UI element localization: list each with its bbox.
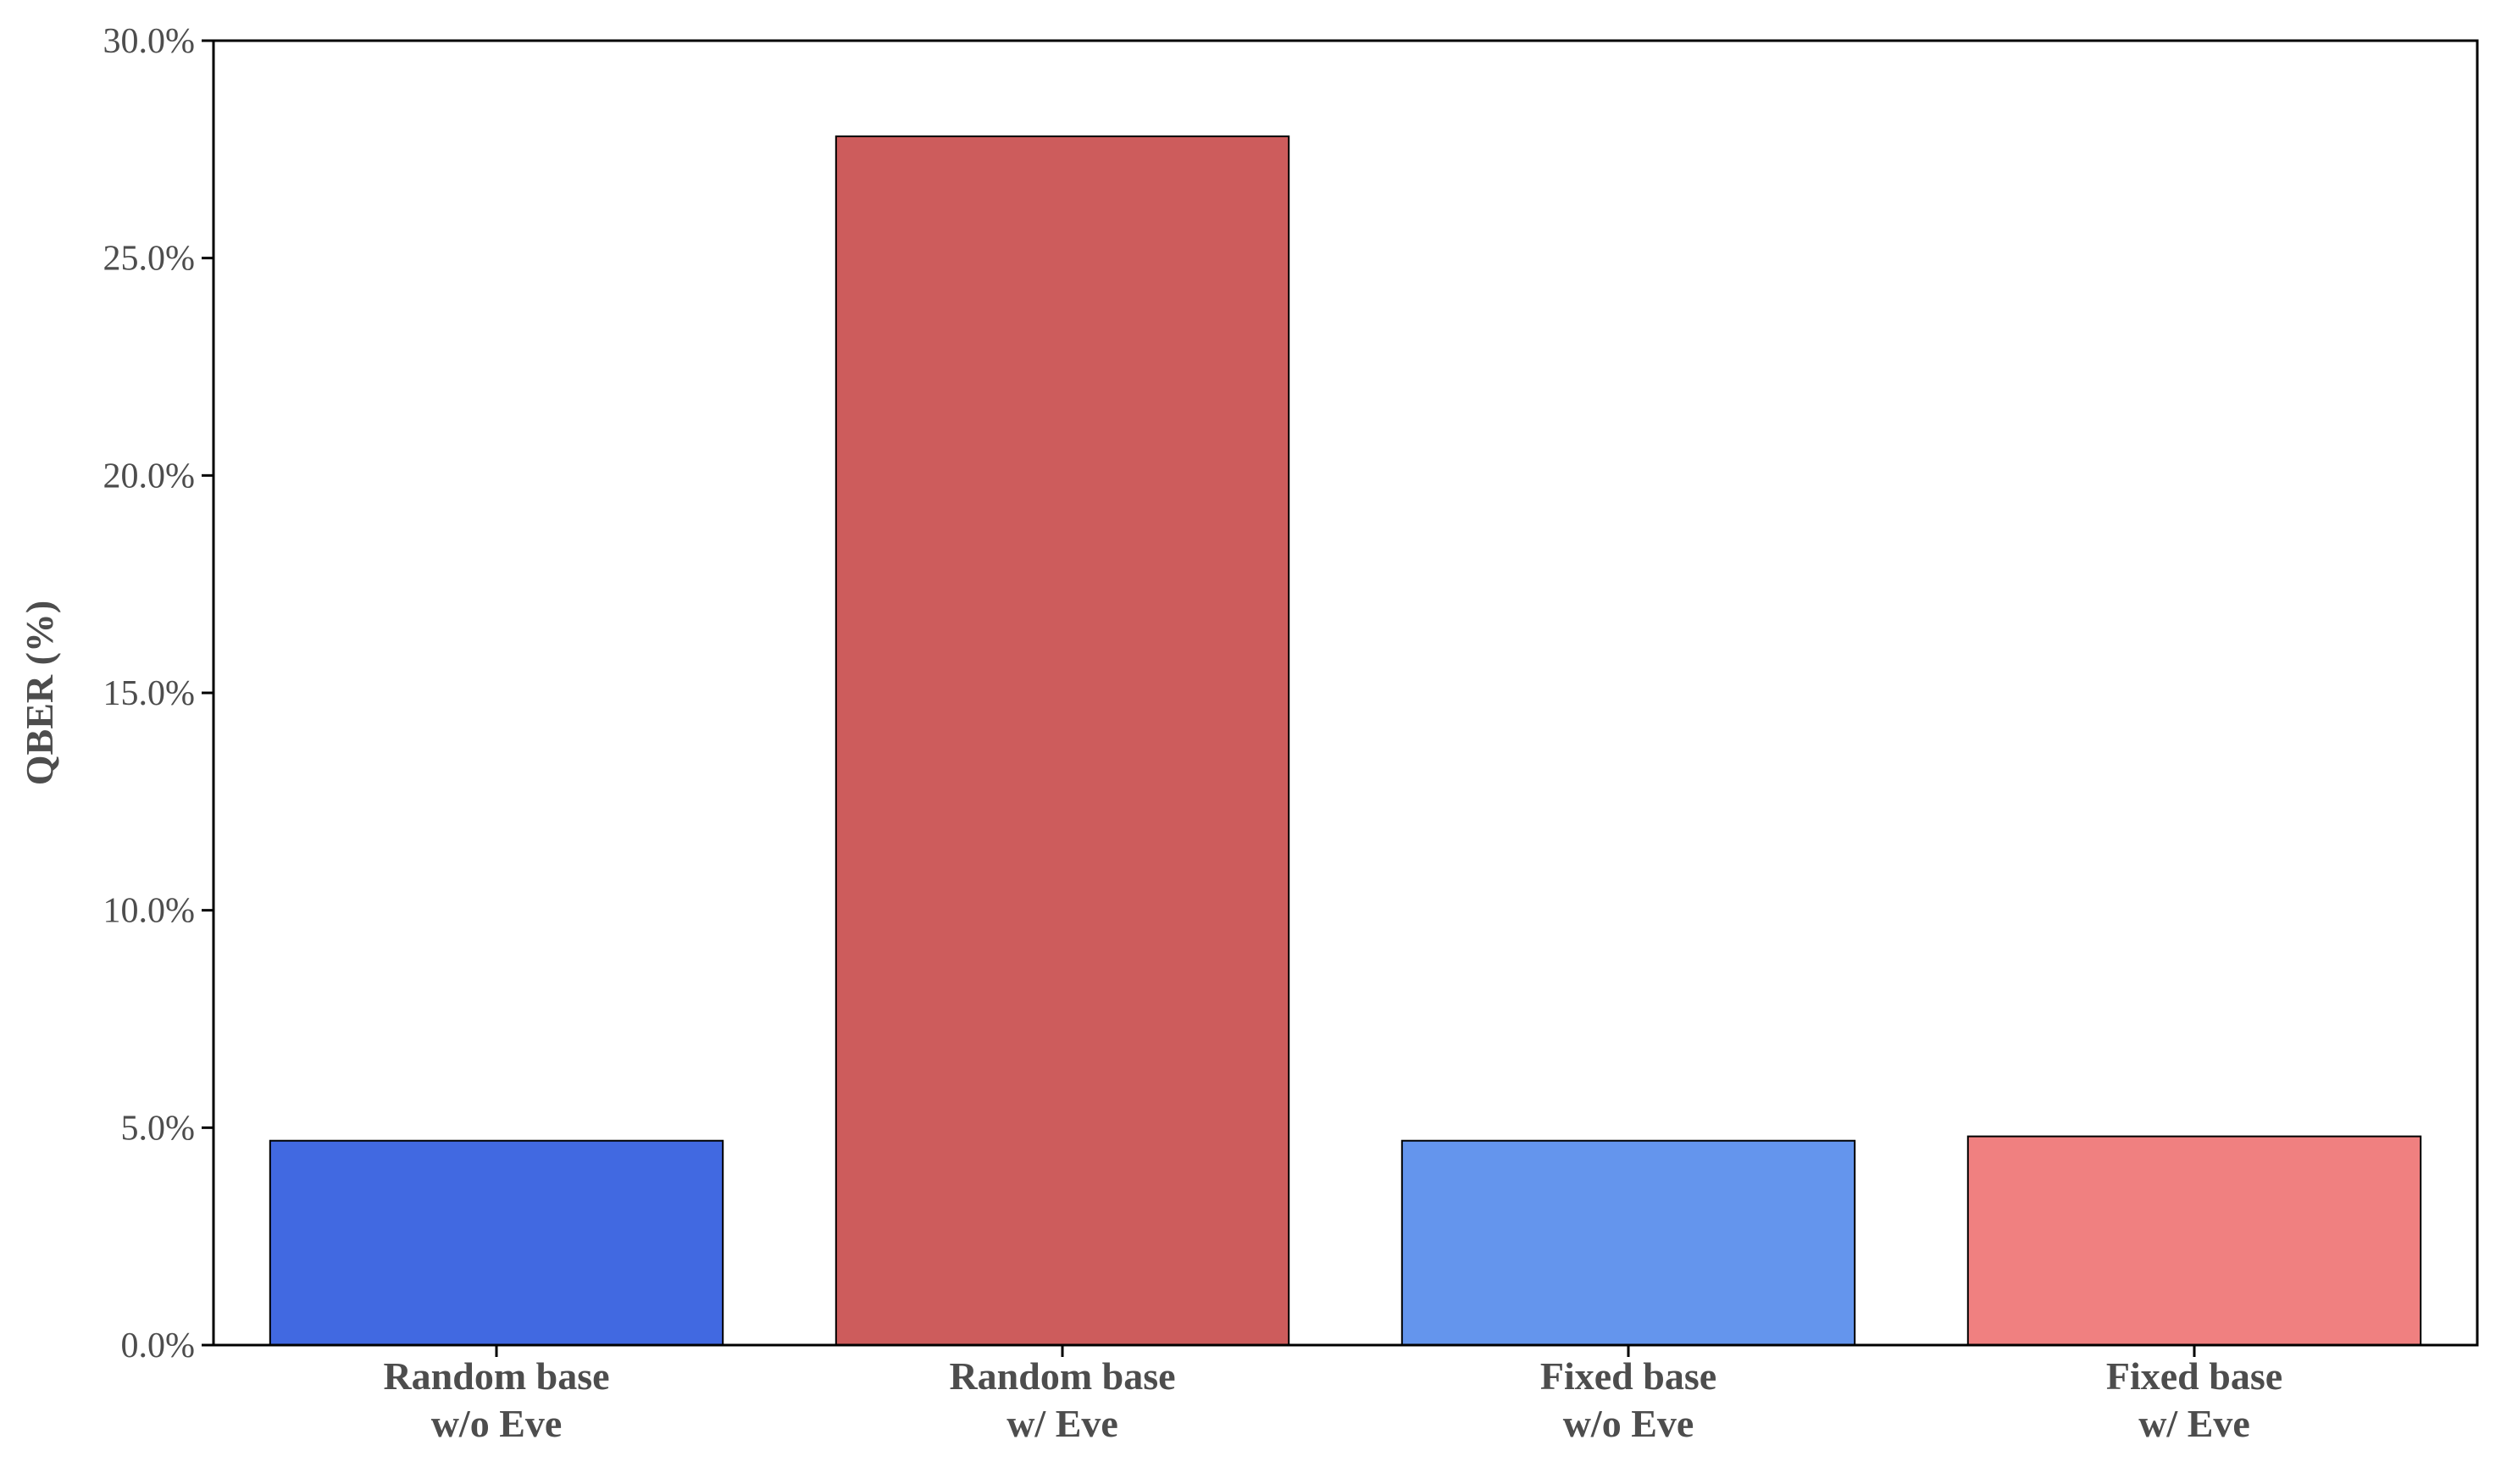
bar <box>1966 1135 2422 1346</box>
x-tick-label-line: w/o Eve <box>1563 1402 1694 1445</box>
y-tick-label: 20.0% <box>103 457 196 496</box>
y-tick-label: 0.0% <box>121 1326 196 1365</box>
x-tick-label-line: w/ Eve <box>1006 1402 1118 1445</box>
x-tick-label-line: w/ Eve <box>2138 1402 2250 1445</box>
y-tick-label: 5.0% <box>121 1109 196 1148</box>
x-tick-label-line: w/o Eve <box>431 1402 563 1445</box>
bars-group <box>269 135 2422 1346</box>
x-tick-label-line: Random base <box>949 1354 1175 1398</box>
y-tick-label: 15.0% <box>103 674 196 713</box>
x-tick-label-line: Fixed base <box>1540 1354 1716 1398</box>
bar <box>269 1139 724 1346</box>
x-tick-label: Random base w/ Eve <box>949 1354 1175 1445</box>
x-tick-label: Fixed base w/o Eve <box>1540 1354 1716 1445</box>
bar <box>1400 1139 1856 1346</box>
x-tick-label: Fixed base w/ Eve <box>2106 1354 2282 1445</box>
y-tick-label: 25.0% <box>103 240 196 279</box>
y-tick-label: 10.0% <box>103 892 196 931</box>
x-tick-label-line: Random base <box>383 1354 609 1398</box>
x-tick-label: Random base w/o Eve <box>383 1354 609 1445</box>
y-axis-title: QBER (%) <box>18 601 61 786</box>
y-axis: 0.0% 5.0% 10.0% 15.0% 20.0% 25.0% 30.0% <box>103 22 214 1365</box>
bar <box>835 135 1290 1346</box>
y-tick-label: 30.0% <box>103 22 196 61</box>
x-tick-label-line: Fixed base <box>2106 1354 2282 1398</box>
